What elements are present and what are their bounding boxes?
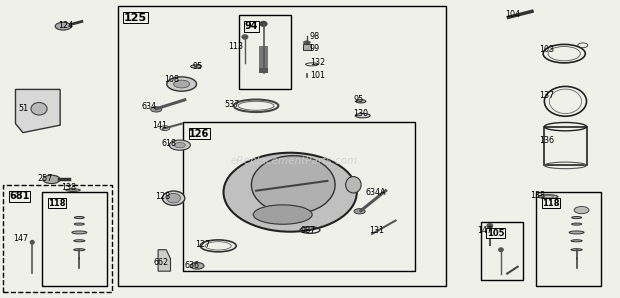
- Circle shape: [304, 41, 310, 44]
- Ellipse shape: [260, 21, 267, 26]
- Circle shape: [167, 77, 197, 91]
- Text: 634A: 634A: [366, 188, 386, 197]
- Circle shape: [354, 209, 365, 214]
- Bar: [259, 46, 268, 69]
- Text: 138: 138: [61, 183, 76, 192]
- Text: 103: 103: [539, 45, 554, 54]
- Text: 124: 124: [58, 21, 73, 30]
- Ellipse shape: [74, 223, 84, 225]
- Text: 128: 128: [155, 192, 170, 201]
- Ellipse shape: [31, 103, 47, 115]
- Ellipse shape: [571, 249, 582, 251]
- Circle shape: [151, 107, 162, 112]
- Ellipse shape: [538, 195, 558, 198]
- Ellipse shape: [242, 35, 248, 39]
- Polygon shape: [158, 250, 170, 271]
- Ellipse shape: [498, 248, 503, 252]
- Ellipse shape: [571, 240, 582, 242]
- Text: 95: 95: [353, 95, 364, 104]
- Ellipse shape: [167, 193, 180, 203]
- Text: 147: 147: [14, 235, 29, 243]
- Bar: [42, 192, 107, 286]
- Text: 95: 95: [192, 62, 203, 71]
- Text: 636: 636: [185, 261, 200, 270]
- Ellipse shape: [356, 100, 366, 103]
- Bar: [259, 68, 268, 73]
- Bar: [183, 122, 415, 271]
- Bar: [239, 15, 291, 89]
- Circle shape: [574, 207, 589, 214]
- Text: 136: 136: [539, 136, 554, 145]
- Text: 51: 51: [19, 104, 29, 113]
- Text: 634: 634: [141, 102, 156, 111]
- Text: 101: 101: [310, 71, 325, 80]
- Bar: [480, 222, 523, 280]
- Text: 126: 126: [189, 129, 210, 139]
- Polygon shape: [16, 89, 60, 133]
- Bar: [118, 6, 446, 286]
- Text: 662: 662: [154, 258, 169, 267]
- Circle shape: [190, 263, 204, 269]
- Bar: [303, 44, 311, 50]
- Text: 99: 99: [310, 44, 321, 53]
- Ellipse shape: [191, 65, 202, 68]
- Text: 105: 105: [487, 229, 504, 238]
- Text: eReplacementParts.com: eReplacementParts.com: [231, 156, 358, 166]
- Text: 141: 141: [152, 121, 167, 130]
- Text: 257: 257: [37, 174, 53, 183]
- Ellipse shape: [346, 176, 361, 193]
- Text: 131: 131: [370, 226, 384, 235]
- Text: 118: 118: [48, 199, 66, 208]
- Bar: [536, 192, 601, 286]
- Text: 94: 94: [245, 21, 259, 32]
- Text: 132: 132: [310, 58, 325, 67]
- Ellipse shape: [30, 240, 34, 244]
- Ellipse shape: [487, 224, 493, 228]
- Ellipse shape: [224, 153, 357, 232]
- Circle shape: [160, 126, 170, 131]
- Bar: [544, 127, 587, 165]
- Ellipse shape: [74, 216, 84, 219]
- Text: 108: 108: [164, 75, 179, 84]
- Text: 137: 137: [539, 91, 554, 100]
- Text: 113: 113: [228, 42, 243, 51]
- Ellipse shape: [355, 113, 370, 118]
- Text: 147: 147: [477, 226, 492, 235]
- Ellipse shape: [254, 205, 312, 224]
- Ellipse shape: [252, 156, 335, 214]
- Bar: [3, 185, 112, 292]
- Ellipse shape: [572, 223, 582, 225]
- Text: 681: 681: [9, 191, 30, 201]
- Text: 125: 125: [124, 13, 147, 23]
- Ellipse shape: [74, 240, 85, 242]
- Text: 104: 104: [505, 10, 520, 19]
- Ellipse shape: [569, 231, 584, 234]
- Ellipse shape: [162, 191, 185, 205]
- Text: 130: 130: [353, 109, 368, 118]
- Circle shape: [169, 140, 190, 150]
- Circle shape: [43, 175, 60, 184]
- Text: 618: 618: [161, 139, 176, 148]
- Circle shape: [55, 22, 71, 30]
- Ellipse shape: [72, 231, 87, 234]
- Ellipse shape: [74, 249, 85, 251]
- Text: 127: 127: [195, 240, 211, 249]
- Text: 98: 98: [310, 32, 320, 41]
- Text: 138: 138: [530, 191, 545, 200]
- Ellipse shape: [66, 189, 80, 192]
- Ellipse shape: [572, 216, 582, 219]
- Circle shape: [174, 80, 190, 88]
- Text: 537: 537: [224, 100, 240, 109]
- Text: 118: 118: [542, 199, 560, 208]
- Circle shape: [174, 142, 185, 148]
- Text: 987: 987: [301, 226, 316, 235]
